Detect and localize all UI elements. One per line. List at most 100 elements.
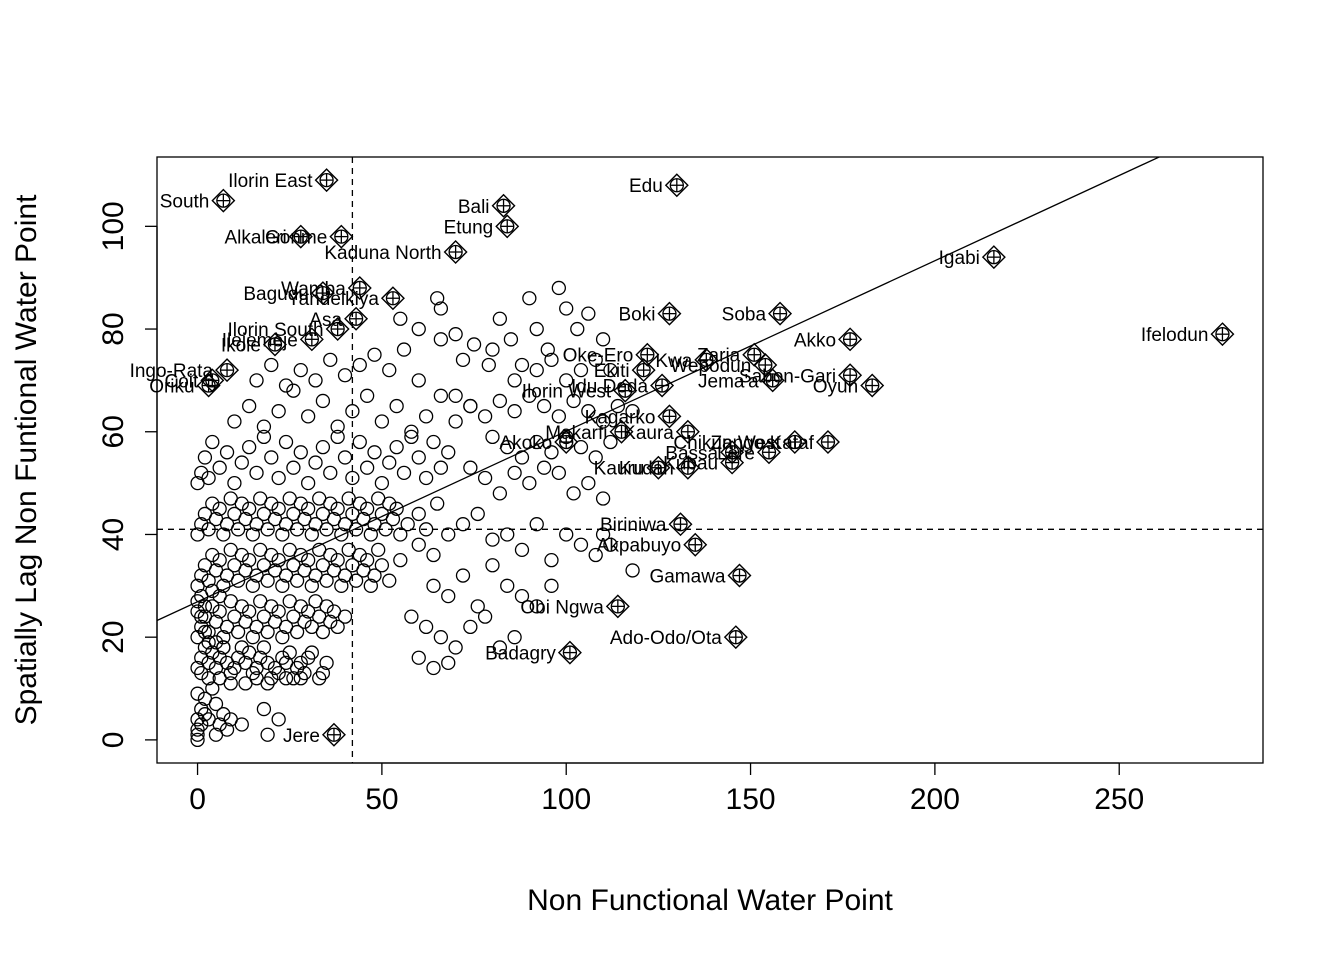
data-point	[573, 362, 589, 378]
influential-point	[646, 455, 671, 480]
data-point	[485, 558, 500, 573]
data-point	[201, 624, 216, 640]
point-label: Oyun	[813, 377, 858, 398]
point-label: Oke-Ero	[563, 346, 634, 367]
data-point	[426, 660, 441, 676]
point-label: Obi Ngwa	[520, 597, 604, 618]
point-label: Lere	[717, 443, 755, 464]
data-point	[514, 542, 530, 558]
data-point	[418, 619, 434, 635]
point-label: Coit	[165, 371, 200, 392]
data-point	[271, 552, 286, 568]
point-label: Alkaleri	[224, 228, 286, 249]
influential-point	[329, 224, 354, 249]
data-point	[190, 712, 205, 727]
point-label: Gonme	[265, 228, 327, 249]
y-tick-label: 60	[97, 415, 130, 448]
point-label: Ekiti	[594, 361, 630, 382]
data-point	[208, 696, 224, 712]
data-point	[264, 671, 279, 686]
data-point	[492, 311, 508, 326]
data-point	[507, 465, 522, 480]
influential-point	[491, 193, 516, 218]
data-point	[393, 311, 408, 326]
data-point	[492, 393, 508, 409]
data-point	[330, 419, 345, 434]
data-point	[297, 665, 312, 681]
data-point	[463, 398, 478, 414]
data-point	[304, 645, 319, 660]
data-point	[359, 501, 375, 516]
data-point	[212, 650, 227, 665]
data-point	[588, 450, 603, 465]
data-point	[304, 578, 319, 593]
data-point	[205, 599, 220, 614]
data-point	[625, 404, 640, 419]
influential-point	[675, 419, 700, 444]
point-label: Ingo-Rata	[130, 361, 214, 382]
point-label: Badagry	[485, 644, 556, 665]
data-point	[485, 532, 500, 547]
data-point	[477, 409, 493, 424]
data-point	[330, 501, 345, 516]
y-tick-label: 0	[97, 732, 130, 749]
data-point	[385, 511, 401, 527]
data-point	[529, 434, 544, 450]
data-point	[242, 604, 257, 619]
data-point	[352, 434, 367, 450]
influential-point	[760, 368, 785, 393]
data-point	[212, 588, 227, 604]
x-tick-label: 50	[365, 783, 398, 816]
data-point	[278, 434, 294, 450]
data-point	[359, 552, 375, 568]
data-point	[396, 342, 412, 357]
point-label: Jema'a	[698, 371, 759, 392]
data-point	[367, 347, 382, 362]
data-point	[389, 398, 404, 414]
data-point	[216, 707, 231, 722]
data-point	[559, 301, 574, 316]
point-label: Ifelodun	[1141, 325, 1209, 346]
point-label: Zango Kataf	[710, 433, 814, 454]
y-tick-label: 100	[97, 201, 130, 251]
data-point	[190, 722, 205, 737]
data-point	[260, 624, 275, 640]
data-point	[227, 414, 242, 429]
data-point	[566, 486, 581, 501]
data-point	[289, 660, 305, 676]
point-label: Ilorin East	[228, 171, 313, 192]
data-point	[448, 388, 463, 403]
y-tick-label: 40	[97, 518, 130, 551]
data-point	[234, 640, 249, 655]
data-point	[330, 619, 345, 635]
data-point	[441, 588, 456, 604]
influential-point	[838, 363, 863, 388]
data-point	[286, 383, 301, 398]
data-point	[529, 321, 544, 337]
data-point	[448, 414, 463, 429]
data-point	[301, 475, 316, 491]
point-label: Kudan	[619, 459, 674, 480]
data-point	[367, 568, 382, 583]
influential-point	[768, 301, 793, 326]
axes: 0 50 100 150 200 250 0 20 40 60 80 100	[97, 201, 1144, 816]
x-tick-label: 250	[1094, 783, 1144, 816]
data-point	[264, 547, 279, 563]
data-point	[418, 470, 434, 486]
data-point	[278, 671, 294, 686]
data-point	[197, 450, 213, 465]
influential-point	[554, 430, 579, 455]
data-point	[201, 470, 216, 486]
data-point	[319, 599, 334, 614]
point-label: Gamawa	[649, 567, 725, 588]
data-point	[404, 609, 419, 624]
data-point	[433, 630, 449, 645]
data-point	[194, 609, 209, 624]
influential-point	[443, 240, 468, 264]
data-point	[223, 676, 238, 691]
data-point	[441, 445, 456, 460]
data-point	[315, 393, 331, 409]
data-point	[194, 701, 209, 717]
influential-point	[720, 450, 745, 475]
